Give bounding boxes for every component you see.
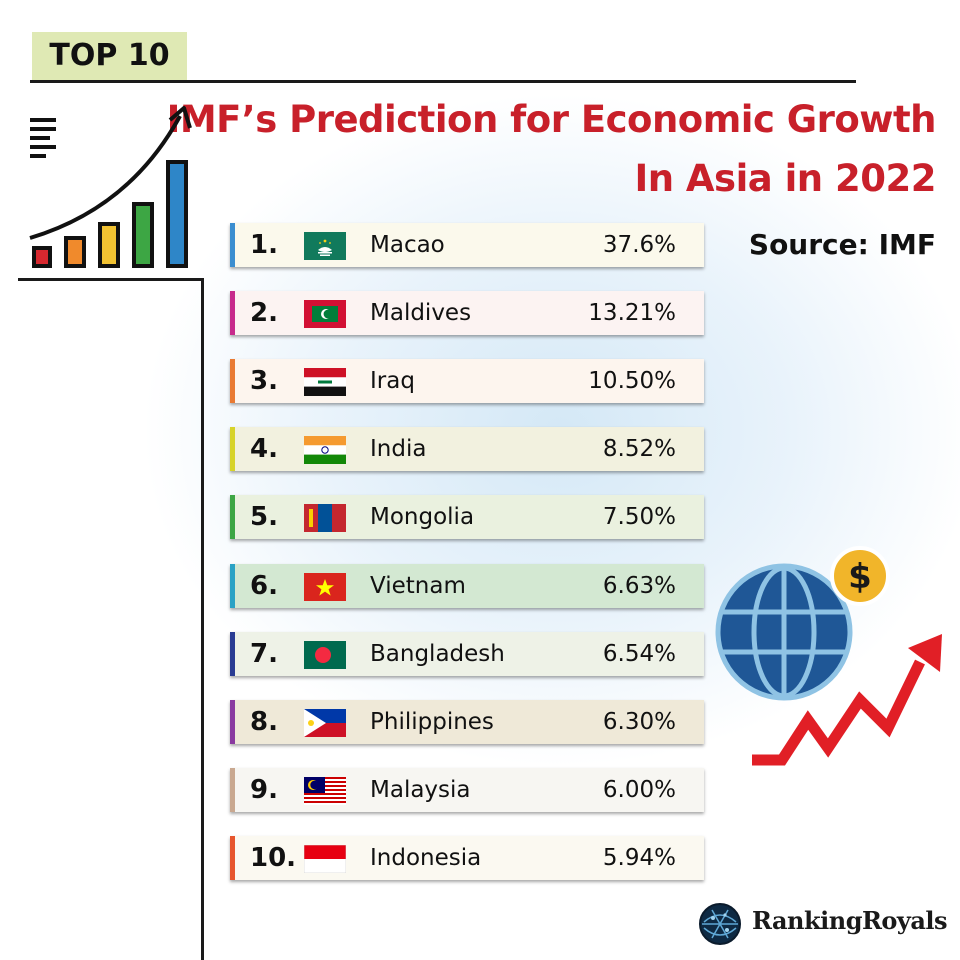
growth-value: 8.52% xyxy=(602,436,676,463)
growth-value: 5.94% xyxy=(602,844,676,871)
row-accent-stripe xyxy=(230,835,235,880)
mongolia-flag-icon xyxy=(304,504,346,533)
left-divider-vertical xyxy=(201,278,204,960)
growth-value: 6.30% xyxy=(602,708,676,735)
row-accent-stripe xyxy=(230,291,235,336)
page-title-line1: IMF’s Prediction for Economic Growth xyxy=(166,98,937,141)
philippines-flag-icon xyxy=(304,708,346,737)
left-divider-horizontal xyxy=(18,278,204,281)
rank-number: 9. xyxy=(250,774,278,805)
growth-value: 13.21% xyxy=(588,300,676,327)
globe-dollar-icon: $ xyxy=(715,546,942,766)
country-name: Mongolia xyxy=(370,504,475,531)
ranking-row: 3. Iraq 10.50% xyxy=(230,359,704,404)
country-name: Philippines xyxy=(370,708,494,735)
row-accent-stripe xyxy=(230,359,235,404)
growth-bar-chart-icon xyxy=(29,106,192,268)
india-flag-icon xyxy=(304,436,346,465)
rank-number: 4. xyxy=(250,434,278,465)
iraq-flag-icon xyxy=(304,368,346,397)
ranking-row: 4. India 8.52% xyxy=(230,427,704,472)
growth-value: 6.00% xyxy=(602,776,676,803)
macao-flag-icon xyxy=(304,232,346,260)
row-accent-stripe xyxy=(230,223,235,267)
rank-number: 2. xyxy=(250,298,278,329)
ranking-row: 10. Indonesia 5.94% xyxy=(230,835,704,880)
country-name: India xyxy=(370,436,427,463)
vietnam-flag-icon xyxy=(304,572,346,601)
rank-number: 8. xyxy=(250,706,278,737)
ranking-row: 2. Maldives 13.21% xyxy=(230,291,704,336)
rank-number: 6. xyxy=(250,570,278,601)
indonesia-flag-icon xyxy=(304,844,346,873)
rank-number: 5. xyxy=(250,502,278,533)
row-accent-stripe xyxy=(230,699,235,744)
bangladesh-flag-icon xyxy=(304,640,346,669)
ranking-row: 1. Macao 37.6% xyxy=(230,223,704,267)
brand-name: RankingRoyals xyxy=(752,906,948,935)
malaysia-flag-icon xyxy=(304,776,346,805)
row-accent-stripe xyxy=(230,563,235,608)
globe-logo-icon xyxy=(699,903,741,945)
row-accent-stripe xyxy=(230,495,235,540)
ranking-row: 9. Malaysia 6.00% xyxy=(230,767,704,812)
country-name: Malaysia xyxy=(370,776,471,803)
country-name: Indonesia xyxy=(370,844,482,871)
rank-number: 3. xyxy=(250,366,278,397)
growth-value: 10.50% xyxy=(588,368,676,395)
header-divider xyxy=(30,80,856,83)
growth-value: 7.50% xyxy=(602,504,676,531)
ranking-row: 6. Vietnam 6.63% xyxy=(230,563,704,608)
top10-badge: TOP 10 xyxy=(32,32,187,80)
rank-number: 10. xyxy=(250,842,297,873)
growth-value: 6.54% xyxy=(602,640,676,667)
maldives-flag-icon xyxy=(304,300,346,329)
row-accent-stripe xyxy=(230,631,235,676)
ranking-row: 7. Bangladesh 6.54% xyxy=(230,631,704,676)
row-accent-stripe xyxy=(230,427,235,472)
country-name: Bangladesh xyxy=(370,640,505,667)
rank-number: 7. xyxy=(250,638,278,669)
country-name: Macao xyxy=(370,232,445,258)
source-label: Source: IMF xyxy=(748,228,936,261)
growth-value: 37.6% xyxy=(602,232,676,258)
rank-number: 1. xyxy=(250,230,278,260)
row-accent-stripe xyxy=(230,767,235,812)
country-name: Iraq xyxy=(370,368,415,395)
ranking-row: 5. Mongolia 7.50% xyxy=(230,495,704,540)
page-title-line2: In Asia in 2022 xyxy=(634,157,936,200)
country-name: Maldives xyxy=(370,300,472,327)
ranking-row: 8. Philippines 6.30% xyxy=(230,699,704,744)
growth-value: 6.63% xyxy=(602,572,676,599)
country-name: Vietnam xyxy=(370,572,466,599)
svg-text:$: $ xyxy=(848,557,872,597)
